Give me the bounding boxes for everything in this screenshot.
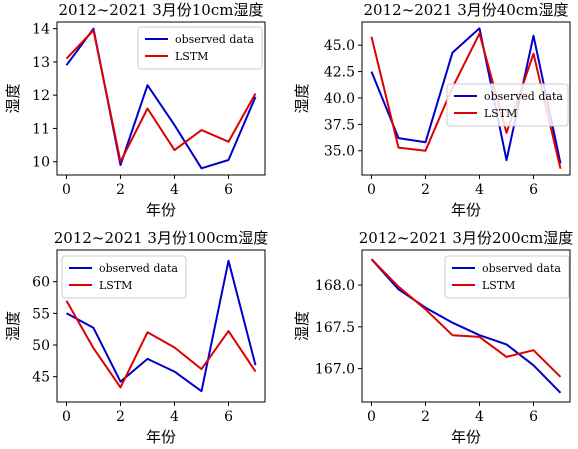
y-tick-label: 11 <box>32 121 50 137</box>
y-tick-label: 42.5 <box>324 65 355 81</box>
y-tick-label: 40.0 <box>324 91 355 107</box>
x-tick-label: 2 <box>116 409 125 425</box>
x-tick-label: 4 <box>475 182 484 198</box>
series-line-observed <box>370 258 562 394</box>
x-axis-label: 年份 <box>451 201 481 219</box>
x-axis-label: 年份 <box>146 428 176 446</box>
legend-label: LSTM <box>99 279 132 292</box>
series-line-lstm <box>370 258 562 378</box>
y-tick-label: 45 <box>32 370 50 386</box>
legend: observed data LSTM <box>444 255 570 299</box>
legend-label: LSTM <box>484 107 517 120</box>
chart-panel-3: 2012~2021 3月份100cm湿度 0 2 4 6 45 50 55 60 年份 湿度 obse… <box>4 229 268 446</box>
y-tick-label: 12 <box>32 88 50 104</box>
series-line-lstm <box>370 32 562 169</box>
chart-title: 2012~2021 3月份200cm湿度 <box>359 229 573 247</box>
y-tick-label: 167.5 <box>315 320 355 336</box>
y-tick-label: 14 <box>32 22 50 38</box>
y-tick-label: 55 <box>32 306 50 322</box>
plot-frame <box>361 249 571 403</box>
y-tick-label: 50 <box>32 338 50 354</box>
chart-title: 2012~2021 3月份40cm湿度 <box>364 1 569 19</box>
chart-title: 2012~2021 3月份100cm湿度 <box>54 229 268 247</box>
legend-label: observed data <box>482 262 561 275</box>
x-axis-label: 年份 <box>451 428 481 446</box>
y-tick-label: 60 <box>32 275 50 291</box>
legend-label: LSTM <box>175 50 208 63</box>
x-tick-label: 4 <box>170 409 179 425</box>
y-axis-label: 湿度 <box>293 311 311 341</box>
y-tick-label: 167.0 <box>315 362 355 378</box>
x-tick-label: 2 <box>116 182 125 198</box>
plot-frame <box>56 249 266 403</box>
series-line-observed <box>370 27 562 164</box>
legend-label: LSTM <box>482 279 515 292</box>
chart-panel-4: 2012~2021 3月份200cm湿度 0 2 4 6 167.0 167.5 168.0 年… <box>293 229 573 446</box>
legend-box <box>444 255 570 299</box>
x-tick-label: 6 <box>529 182 538 198</box>
legend-box <box>137 26 263 70</box>
y-tick-label: 13 <box>32 55 50 71</box>
legend-label: observed data <box>99 262 178 275</box>
y-axis-label: 湿度 <box>293 83 311 113</box>
legend: observed data LSTM <box>446 83 569 127</box>
x-tick-label: 0 <box>62 182 71 198</box>
y-tick-label: 45.0 <box>324 38 355 54</box>
chart-panel-1: 2012~2021 3月份10cm湿度 0 2 4 6 10 11 12 13 14 年份 湿度 obs… <box>4 1 266 219</box>
legend-box <box>61 255 187 299</box>
y-tick-label: 168.0 <box>315 278 355 294</box>
legend: observed data LSTM <box>137 26 263 70</box>
plot-frame <box>361 21 571 176</box>
legend-label: observed data <box>484 90 563 103</box>
x-tick-label: 6 <box>224 409 233 425</box>
legend-box <box>446 83 569 127</box>
y-axis-label: 湿度 <box>4 83 22 113</box>
x-tick-label: 6 <box>224 182 233 198</box>
y-axis-label: 湿度 <box>4 311 22 341</box>
x-tick-label: 0 <box>62 409 71 425</box>
x-axis-label: 年份 <box>146 201 176 219</box>
series-line-observed <box>66 259 257 393</box>
x-tick-label: 0 <box>367 182 376 198</box>
x-tick-label: 4 <box>475 409 484 425</box>
x-tick-label: 0 <box>367 409 376 425</box>
x-tick-label: 2 <box>421 409 430 425</box>
x-tick-label: 6 <box>529 409 538 425</box>
x-tick-label: 2 <box>421 182 430 198</box>
plot-frame <box>56 21 266 176</box>
series-line-lstm <box>65 300 257 389</box>
legend: observed data LSTM <box>61 255 187 299</box>
legend-label: observed data <box>175 33 254 46</box>
x-tick-label: 4 <box>170 182 179 198</box>
y-tick-label: 35.0 <box>324 144 355 160</box>
chart-title: 2012~2021 3月份10cm湿度 <box>59 1 264 19</box>
chart-panel-2: 2012~2021 3月份40cm湿度 0 2 4 6 35.0 37.5 40.0 42.5 4… <box>293 1 571 219</box>
y-tick-label: 10 <box>32 155 50 171</box>
series-line-lstm <box>65 29 257 163</box>
y-tick-label: 37.5 <box>324 117 355 133</box>
